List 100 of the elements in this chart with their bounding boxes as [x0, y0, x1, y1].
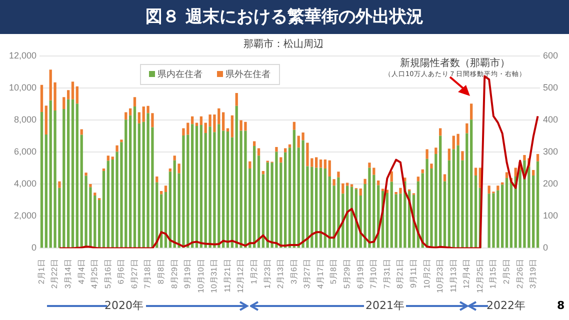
bar: [364, 178, 366, 184]
bar: [284, 148, 287, 152]
bar: [448, 160, 451, 248]
x-tick-label: 2月26日: [515, 259, 524, 289]
bar: [505, 172, 508, 178]
bar: [416, 176, 420, 182]
bar: [501, 184, 504, 248]
x-tick-label: 7月10日: [369, 259, 378, 289]
bar: [536, 161, 540, 248]
x-tick-label: 1月15日: [488, 259, 498, 289]
bar: [292, 122, 296, 130]
bar: [496, 186, 500, 190]
bar: [510, 181, 513, 248]
chart-title: 図８ 週末における繁華街の外出状況: [0, 0, 569, 34]
x-tick-label: 1月23日: [262, 259, 272, 289]
bar: [66, 99, 70, 248]
bar: [252, 141, 256, 146]
bar: [324, 168, 327, 248]
bar: [190, 124, 194, 248]
bar: [252, 146, 256, 248]
bar: [292, 130, 296, 248]
bar: [439, 128, 442, 136]
y-tick-label: 4,000: [14, 178, 37, 189]
bar: [58, 181, 61, 188]
legend-label: 県内在住者: [156, 68, 203, 81]
bar: [164, 186, 168, 192]
bar: [262, 174, 265, 248]
bar: [89, 184, 92, 188]
bar: [359, 188, 362, 196]
legend-label: 県外在住者: [224, 68, 271, 81]
bar: [94, 192, 96, 196]
x-tick-label: 1月2日: [250, 259, 259, 284]
bar: [368, 162, 371, 168]
bar: [133, 106, 136, 248]
bar: [128, 115, 132, 248]
bar: [434, 148, 438, 154]
bar: [195, 126, 198, 248]
x-tick-label: 11月13日: [448, 259, 458, 292]
bar: [151, 113, 154, 128]
x-tick-label: 2月5日: [502, 259, 511, 284]
x-tick-label: 12月25日: [475, 259, 484, 293]
x-tick-label: 5月8日: [329, 259, 338, 284]
bar: [106, 156, 110, 161]
x-tick-label: 3月19日: [528, 259, 538, 289]
bar: [128, 108, 132, 116]
bar: [98, 200, 101, 248]
bar: [138, 112, 141, 124]
bar: [332, 179, 336, 186]
bar: [226, 131, 230, 248]
bar: [284, 152, 287, 248]
bar: [257, 148, 260, 156]
bar: [346, 182, 349, 186]
x-tick-label: 4月25日: [90, 259, 100, 289]
bar: [319, 159, 322, 168]
y2-tick-label: 100: [542, 210, 558, 221]
bar: [230, 137, 234, 248]
x-tick-label: 3月6日: [289, 259, 298, 284]
y2-tick-label: 200: [542, 178, 558, 189]
y-tick-label: 8,000: [14, 114, 37, 125]
bar: [71, 99, 74, 248]
bar: [248, 161, 252, 168]
x-tick-label: 10月31日: [210, 259, 219, 293]
x-tick-label: 7月18日: [143, 259, 152, 289]
x-tick-label: 2月1日: [36, 259, 46, 284]
bar: [102, 171, 106, 248]
bar: [443, 181, 446, 248]
bar: [71, 82, 74, 100]
bar: [275, 146, 278, 152]
y2-tick-label: 400: [542, 114, 558, 125]
text: 2020年: [104, 298, 144, 313]
bar: [133, 97, 136, 106]
bar: [173, 156, 176, 160]
bar: [40, 112, 44, 248]
chart-subtitle: 那覇市：松山周辺: [244, 38, 324, 50]
bar: [84, 172, 88, 176]
x-tick-label: 11月21日: [222, 259, 232, 292]
bar: [532, 175, 535, 248]
bar: [62, 97, 66, 110]
bar: [324, 159, 327, 168]
bar: [466, 123, 468, 134]
bar: [106, 160, 110, 248]
text: 2022年: [486, 298, 526, 313]
x-tick-label: 10月10日: [196, 259, 206, 293]
text: 新規陽性者数（那覇市）: [400, 56, 510, 70]
bar: [319, 168, 322, 248]
y-tick-label: 2,000: [14, 210, 37, 221]
bar: [226, 128, 230, 132]
bar: [230, 115, 234, 138]
bar: [111, 156, 114, 160]
bar: [448, 148, 451, 160]
bar: [461, 151, 464, 160]
x-tick-label: 4月17日: [316, 259, 325, 289]
bar: [66, 90, 70, 100]
bar: [377, 180, 380, 186]
x-tick-label: 2月22日: [50, 259, 60, 289]
bar: [116, 145, 118, 152]
bar: [178, 164, 180, 174]
y-tick-label: 10,000: [8, 82, 37, 93]
bar: [474, 175, 478, 248]
bar: [372, 168, 376, 175]
